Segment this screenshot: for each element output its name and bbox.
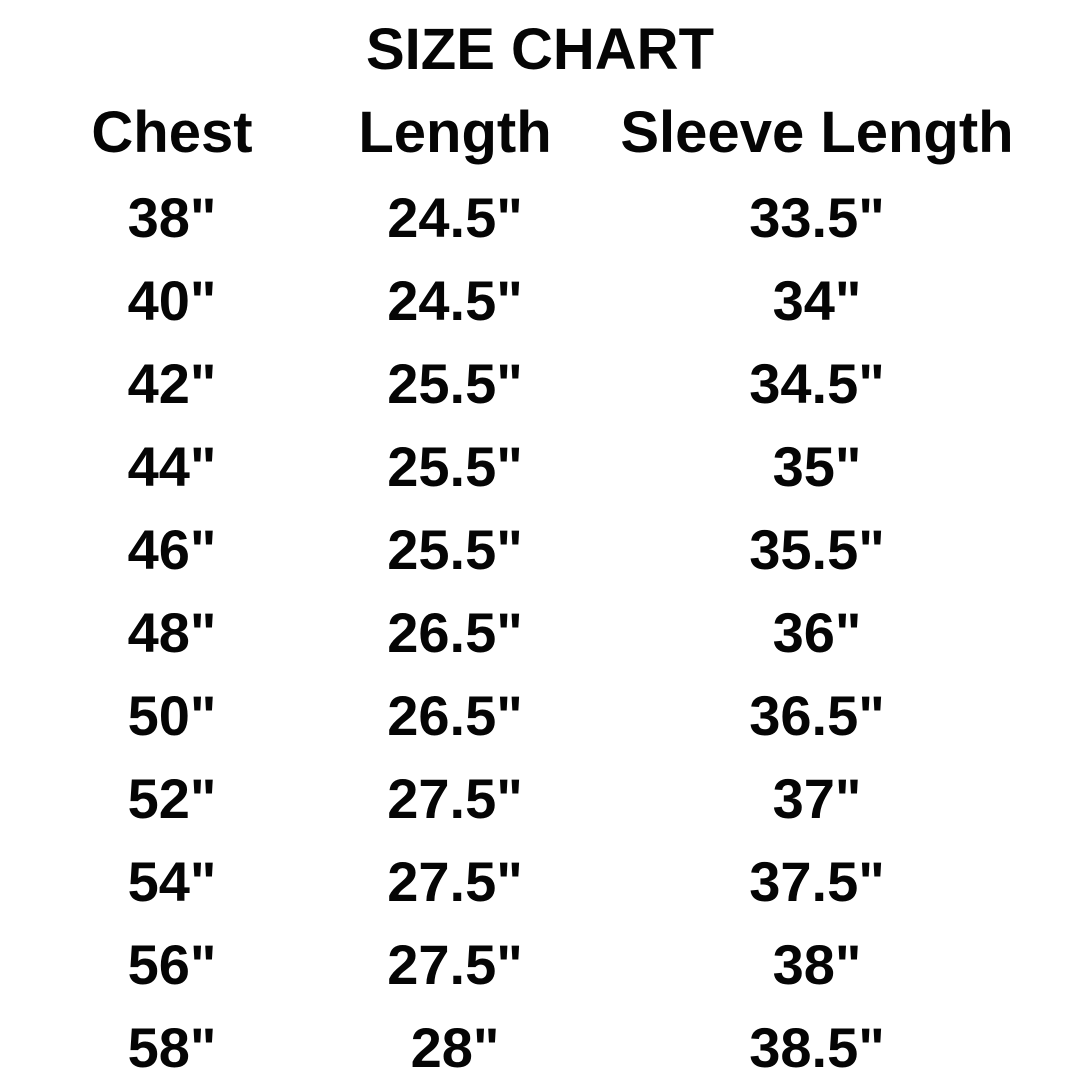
- cell-sleeve-length: 38.5": [749, 1016, 885, 1079]
- table-row: 44" 25.5" 35": [0, 425, 1068, 508]
- table-row: 40" 24.5" 34": [0, 259, 1068, 342]
- cell-chest: 54": [127, 850, 217, 913]
- cell-chest: 52": [127, 767, 217, 830]
- table-row: 42" 25.5" 34.5": [0, 342, 1068, 425]
- cell-chest: 38": [127, 186, 217, 249]
- cell-sleeve-length: 35.5": [749, 518, 885, 581]
- cell-length: 27.5": [387, 850, 523, 913]
- cell-length: 25.5": [387, 518, 523, 581]
- cell-sleeve-length: 34.5": [749, 352, 885, 415]
- cell-sleeve-length: 37.5": [749, 850, 885, 913]
- table-row: 58" 28" 38.5": [0, 1006, 1068, 1080]
- page-title: SIZE CHART: [366, 17, 714, 82]
- cell-sleeve-length: 38": [772, 933, 862, 996]
- cell-chest: 46": [127, 518, 217, 581]
- cell-length: 24.5": [387, 186, 523, 249]
- column-header-sleeve-length: Sleeve Length: [620, 99, 1014, 165]
- cell-chest: 50": [127, 684, 217, 747]
- cell-length: 28": [410, 1016, 500, 1079]
- cell-sleeve-length: 36.5": [749, 684, 885, 747]
- cell-chest: 56": [127, 933, 217, 996]
- table-row: 54" 27.5" 37.5": [0, 840, 1068, 923]
- table-row: 52" 27.5" 37": [0, 757, 1068, 840]
- table-row: 46" 25.5" 35.5": [0, 508, 1068, 591]
- cell-sleeve-length: 34": [772, 269, 862, 332]
- cell-length: 25.5": [387, 435, 523, 498]
- cell-length: 26.5": [387, 601, 523, 664]
- cell-sleeve-length: 37": [772, 767, 862, 830]
- column-header-chest: Chest: [91, 99, 253, 165]
- cell-length: 26.5": [387, 684, 523, 747]
- cell-length: 27.5": [387, 767, 523, 830]
- table-row: 38" 24.5" 33.5": [0, 176, 1068, 259]
- table-row: 50" 26.5" 36.5": [0, 674, 1068, 757]
- cell-chest: 40": [127, 269, 217, 332]
- cell-chest: 44": [127, 435, 217, 498]
- cell-length: 24.5": [387, 269, 523, 332]
- table-body: 38" 24.5" 33.5" 40" 24.5" 34" 42" 25.5" 34.5" 44"…: [0, 176, 1080, 1080]
- cell-sleeve-length: 35": [772, 435, 862, 498]
- cell-chest: 58": [127, 1016, 217, 1079]
- cell-sleeve-length: 33.5": [749, 186, 885, 249]
- table-row: 48" 26.5" 36": [0, 591, 1068, 674]
- table-row: 56" 27.5" 38": [0, 923, 1068, 1006]
- cell-chest: 42": [127, 352, 217, 415]
- column-header-length: Length: [358, 99, 552, 165]
- cell-length: 25.5": [387, 352, 523, 415]
- table-header: Chest Length Sleeve Length: [0, 94, 1068, 170]
- cell-length: 27.5": [387, 933, 523, 996]
- cell-chest: 48": [127, 601, 217, 664]
- cell-sleeve-length: 36": [772, 601, 862, 664]
